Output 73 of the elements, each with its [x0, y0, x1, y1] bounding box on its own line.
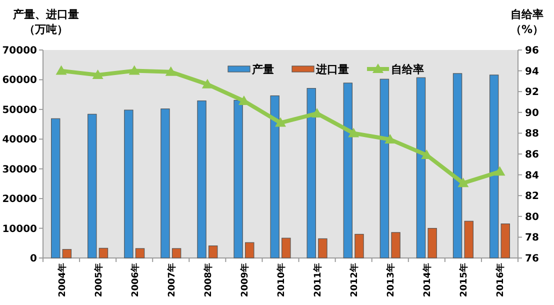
y2-tick-label: 80	[525, 212, 539, 223]
bar	[172, 248, 182, 258]
x-tick-label: 2013年	[386, 263, 397, 298]
bar	[391, 232, 400, 258]
y-tick-label: 40000	[2, 134, 38, 146]
y2-axis-title: 自给率（%）	[510, 8, 544, 36]
bar	[428, 228, 437, 258]
y2-tick-label: 82	[525, 191, 539, 202]
bar	[98, 248, 108, 258]
x-tick-label: 2005年	[93, 263, 104, 298]
point	[92, 69, 104, 79]
point	[128, 65, 140, 75]
bar	[160, 108, 170, 258]
point	[202, 78, 213, 88]
y2-tick-label: 86	[525, 150, 539, 160]
x-tick-label: 2014年	[422, 263, 434, 298]
x-tick-label: 2009年	[239, 263, 250, 298]
bar	[282, 238, 291, 258]
bar	[452, 73, 462, 258]
x-tick-label: 2006年	[130, 263, 141, 298]
bar	[208, 246, 218, 258]
bar	[306, 88, 316, 258]
point	[384, 134, 396, 144]
bar	[51, 118, 60, 258]
bar	[343, 82, 353, 258]
legend-label: 产量	[251, 63, 274, 76]
x-tick-label: 2015年	[458, 263, 470, 298]
y2-tick-label: 90	[525, 108, 539, 119]
bar	[500, 224, 510, 258]
bar	[270, 95, 280, 258]
x-tick-label: 2007年	[166, 263, 178, 298]
y2-tick-label: 94	[525, 66, 539, 78]
point	[56, 65, 67, 75]
bar	[245, 242, 254, 258]
x-tick-label: 2008年	[202, 263, 214, 298]
bar	[88, 114, 97, 258]
bar	[197, 100, 206, 258]
y-tick-label: 60000	[2, 75, 38, 86]
y-tick-label: 30000	[2, 164, 38, 176]
bar	[318, 238, 328, 258]
x-tick-label: 2004年	[56, 263, 68, 298]
x-tick-label: 2016年	[495, 263, 506, 298]
legend-label: 自给率	[391, 63, 424, 76]
y2-tick-label: 92	[525, 87, 539, 98]
point	[458, 178, 469, 188]
x-tick-label: 2010年	[276, 263, 287, 298]
y-tick-label: 70000	[2, 46, 38, 56]
bar	[380, 78, 390, 258]
x-tick-label: 2012年	[349, 263, 360, 298]
bar	[234, 100, 243, 258]
y-axis-title: 产量、进口量（万吨）	[12, 8, 79, 36]
y2-tick-label: 96	[525, 46, 539, 56]
y-tick-label: 10000	[2, 224, 38, 235]
y-tick-label: 50000	[2, 104, 38, 116]
x-tick-label: 2011年	[312, 263, 324, 298]
y-tick-label: 0	[30, 254, 38, 264]
y-tick-label: 20000	[2, 194, 38, 206]
point	[165, 66, 176, 76]
legend-label: 进口量	[315, 63, 349, 76]
bar	[124, 110, 134, 258]
y2-tick-label: 84	[525, 170, 539, 182]
bar	[416, 77, 426, 258]
bar	[354, 234, 364, 258]
point	[275, 117, 286, 127]
point	[494, 166, 506, 176]
bar	[62, 249, 72, 258]
bar	[464, 220, 474, 258]
y2-tick-label: 76	[525, 254, 539, 264]
bar	[135, 248, 145, 258]
y2-tick-label: 88	[525, 128, 539, 140]
bar	[489, 74, 499, 258]
point	[348, 128, 360, 138]
y2-tick-label: 78	[525, 232, 539, 244]
